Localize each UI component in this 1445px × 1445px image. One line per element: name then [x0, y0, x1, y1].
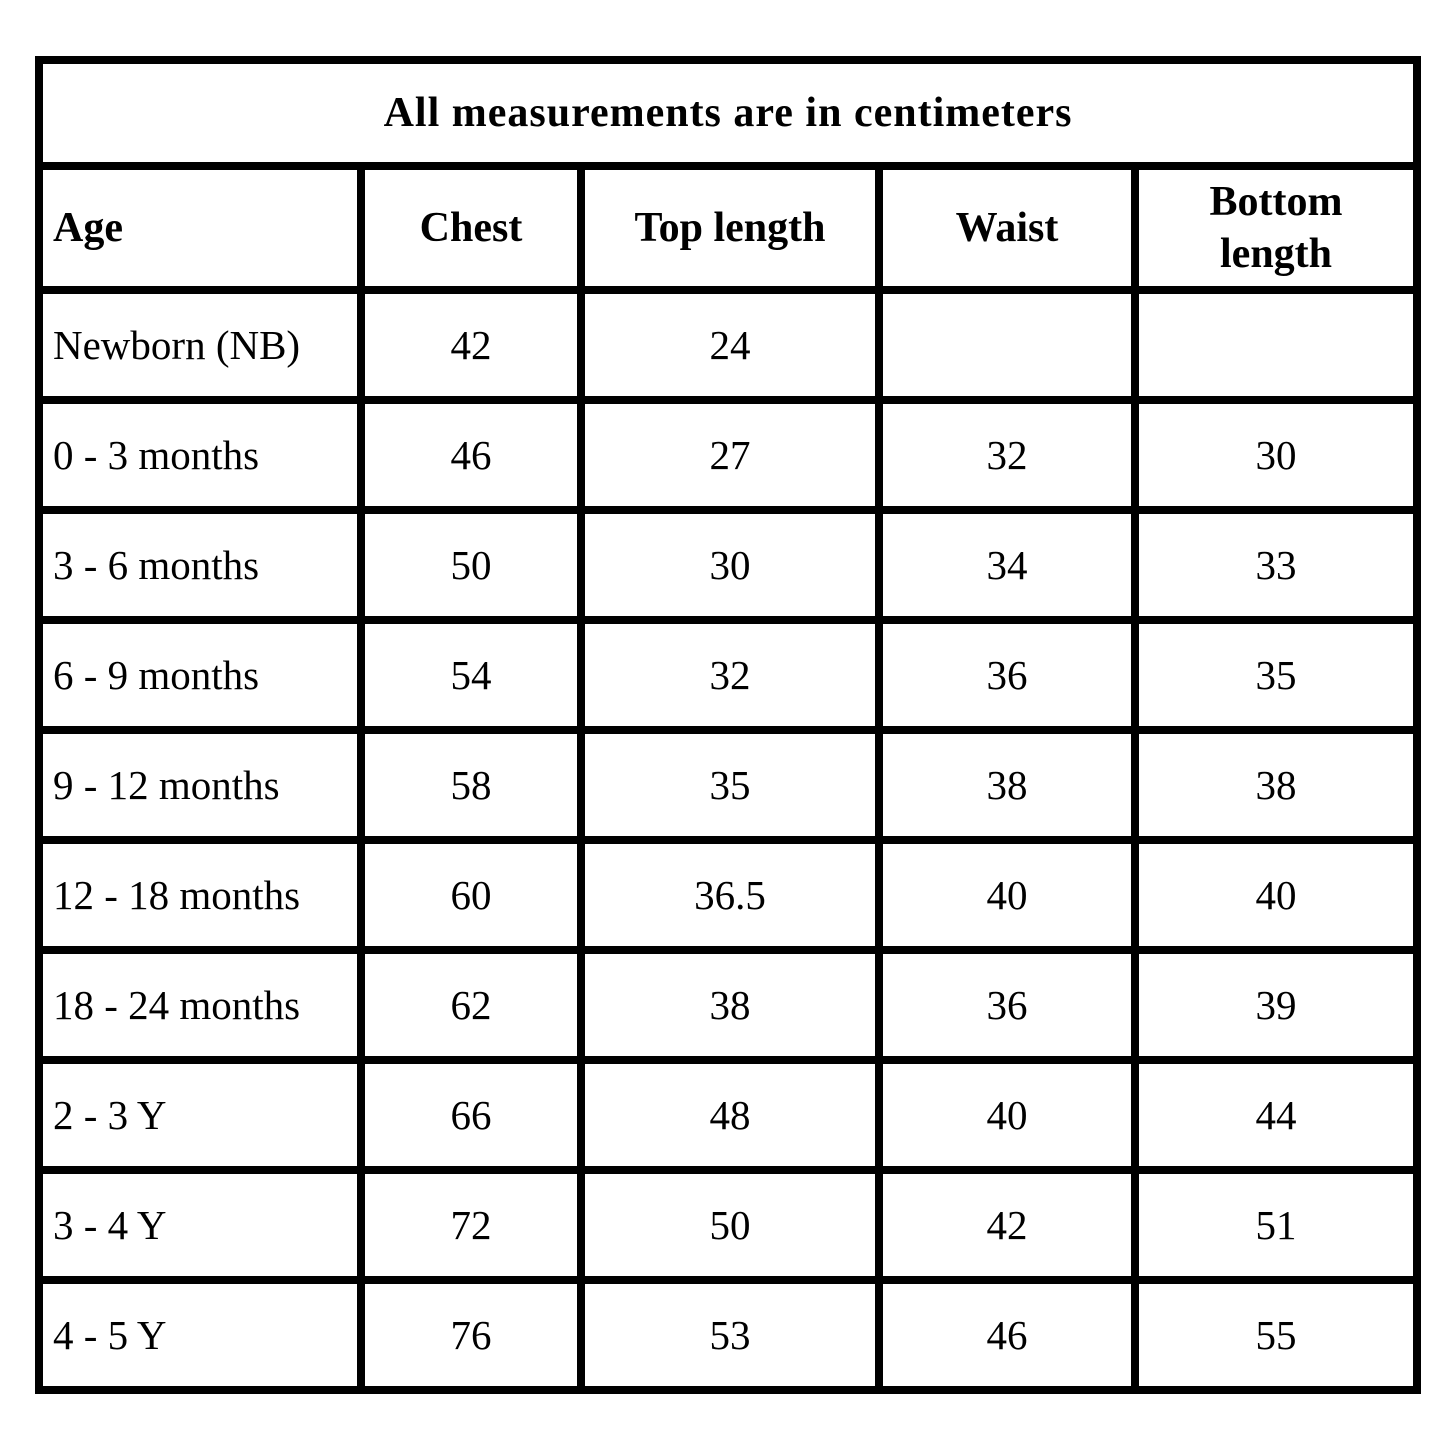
table-row: 18 - 24 months 62 38 36 39 [35, 946, 1422, 1064]
value-cell: 76 [357, 1276, 585, 1394]
value-cell: 40 [1130, 836, 1422, 954]
age-cell: 3 - 6 months [35, 506, 365, 624]
age-cell: 3 - 4 Y [35, 1166, 365, 1284]
value-cell: 32 [577, 616, 883, 734]
value-cell: 50 [357, 506, 585, 624]
value-cell: 51 [1130, 1166, 1422, 1284]
age-cell: 6 - 9 months [35, 616, 365, 734]
value-cell: 35 [1130, 616, 1422, 734]
age-cell: 12 - 18 months [35, 836, 365, 954]
value-cell [1130, 286, 1422, 404]
table-row: 3 - 6 months 50 30 34 33 [35, 506, 1422, 624]
value-cell: 39 [1130, 946, 1422, 1064]
value-cell: 27 [577, 396, 883, 514]
table-row: 3 - 4 Y 72 50 42 51 [35, 1166, 1422, 1284]
value-cell: 42 [875, 1166, 1139, 1284]
value-cell: 35 [577, 726, 883, 844]
value-cell: 54 [357, 616, 585, 734]
value-cell: 55 [1130, 1276, 1422, 1394]
value-cell: 38 [875, 726, 1139, 844]
column-header-bottom-length: Bottom length [1130, 162, 1422, 294]
value-cell: 42 [357, 286, 585, 404]
column-header-age: Age [35, 162, 365, 294]
value-cell: 58 [357, 726, 585, 844]
value-cell: 32 [875, 396, 1139, 514]
age-cell: 9 - 12 months [35, 726, 365, 844]
value-cell: 66 [357, 1056, 585, 1174]
value-cell: 46 [357, 396, 585, 514]
value-cell: 36 [875, 946, 1139, 1064]
table-header-row: Age Chest Top length Waist Bottom length [35, 162, 1422, 294]
column-header-top-length: Top length [577, 162, 883, 294]
value-cell: 40 [875, 836, 1139, 954]
value-cell: 72 [357, 1166, 585, 1284]
table-row: Newborn (NB) 42 24 [35, 286, 1422, 404]
size-chart-table: All measurements are in centimeters Age … [34, 56, 1422, 1394]
value-cell: 24 [577, 286, 883, 404]
value-cell: 40 [875, 1056, 1139, 1174]
age-cell: 4 - 5 Y [35, 1276, 365, 1394]
column-header-waist: Waist [875, 162, 1139, 294]
value-cell: 36.5 [577, 836, 883, 954]
table-title-row: All measurements are in centimeters [34, 56, 1422, 170]
table-row: 9 - 12 months 58 35 38 38 [35, 726, 1422, 844]
table-body: Newborn (NB) 42 24 0 - 3 months 46 27 32 30 3 - … [35, 286, 1422, 1394]
column-header-chest: Chest [357, 162, 585, 294]
table-row: 12 - 18 months 60 36.5 40 40 [35, 836, 1422, 954]
value-cell: 44 [1130, 1056, 1422, 1174]
age-cell: 18 - 24 months [35, 946, 365, 1064]
value-cell: 60 [357, 836, 585, 954]
value-cell: 46 [875, 1276, 1139, 1394]
column-header-bottom-length-label: Bottom length [1209, 178, 1343, 278]
value-cell: 34 [875, 506, 1139, 624]
value-cell: 48 [577, 1056, 883, 1174]
age-cell: 2 - 3 Y [35, 1056, 365, 1174]
value-cell: 38 [577, 946, 883, 1064]
value-cell: 33 [1130, 506, 1422, 624]
table-row: 6 - 9 months 54 32 36 35 [35, 616, 1422, 734]
value-cell: 38 [1130, 726, 1422, 844]
table-row: 2 - 3 Y 66 48 40 44 [35, 1056, 1422, 1174]
value-cell: 36 [875, 616, 1139, 734]
value-cell: 50 [577, 1166, 883, 1284]
value-cell: 30 [577, 506, 883, 624]
age-cell: 0 - 3 months [35, 396, 365, 514]
table-row: 0 - 3 months 46 27 32 30 [35, 396, 1422, 514]
value-cell: 62 [357, 946, 585, 1064]
value-cell: 30 [1130, 396, 1422, 514]
table-row: 4 - 5 Y 76 53 46 55 [35, 1276, 1422, 1394]
table-title: All measurements are in centimeters [34, 56, 1422, 170]
value-cell: 53 [577, 1276, 883, 1394]
age-cell: Newborn (NB) [35, 286, 365, 404]
value-cell [875, 286, 1139, 404]
